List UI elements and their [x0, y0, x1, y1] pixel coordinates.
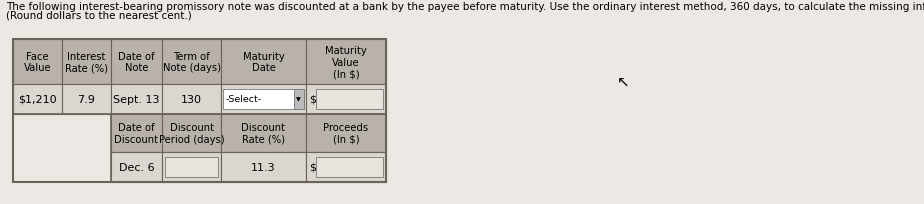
Bar [111, 40, 163, 85]
Bar [221, 114, 306, 152]
Bar [62, 40, 111, 85]
Text: The following interest-bearing promissory note was discounted at a bank by the p: The following interest-bearing promissor… [6, 2, 924, 12]
Bar [165, 157, 218, 177]
Text: Discount
Rate (%): Discount Rate (%) [241, 123, 286, 144]
Text: 7.9: 7.9 [78, 94, 95, 104]
Bar [306, 40, 386, 85]
Bar [224, 90, 304, 110]
Bar [221, 40, 306, 85]
Bar [13, 40, 62, 85]
Text: Face
Value: Face Value [23, 51, 51, 73]
Text: Discount
Period (days): Discount Period (days) [159, 123, 225, 144]
Bar [163, 114, 221, 152]
Text: Proceeds
(In $): Proceeds (In $) [323, 123, 369, 144]
Text: 11.3: 11.3 [251, 162, 275, 172]
Bar [163, 40, 221, 85]
Bar [316, 90, 383, 110]
Bar [294, 90, 304, 110]
Text: $: $ [310, 162, 316, 172]
Text: ↖: ↖ [617, 75, 630, 90]
Text: Term of
Note (days): Term of Note (days) [163, 51, 221, 73]
Bar [163, 85, 221, 114]
Text: (Round dollars to the nearest cent.): (Round dollars to the nearest cent.) [6, 11, 191, 21]
Text: Maturity
Date: Maturity Date [243, 51, 285, 73]
Bar [13, 40, 386, 182]
Bar [13, 85, 62, 114]
Text: $: $ [310, 94, 316, 104]
Text: Interest
Rate (%): Interest Rate (%) [65, 51, 107, 73]
Text: Sept. 13: Sept. 13 [113, 94, 160, 104]
Bar [111, 152, 163, 182]
Bar [163, 152, 221, 182]
Bar [306, 152, 386, 182]
Bar [111, 114, 386, 182]
Text: $1,210: $1,210 [18, 94, 56, 104]
Bar [111, 85, 163, 114]
Bar [62, 85, 111, 114]
Bar [306, 114, 386, 152]
Text: Date of
Discount: Date of Discount [115, 123, 158, 144]
Text: Maturity
Value
(In $): Maturity Value (In $) [325, 46, 367, 79]
Bar [221, 152, 306, 182]
Bar [13, 40, 386, 114]
Text: 130: 130 [181, 94, 202, 104]
Bar [316, 157, 383, 177]
Bar [111, 114, 163, 152]
Text: -Select-: -Select- [225, 95, 261, 104]
Text: Date of
Note: Date of Note [118, 51, 154, 73]
Bar [221, 85, 306, 114]
Bar [306, 85, 386, 114]
Text: ▼: ▼ [297, 97, 301, 102]
Text: Dec. 6: Dec. 6 [118, 162, 154, 172]
